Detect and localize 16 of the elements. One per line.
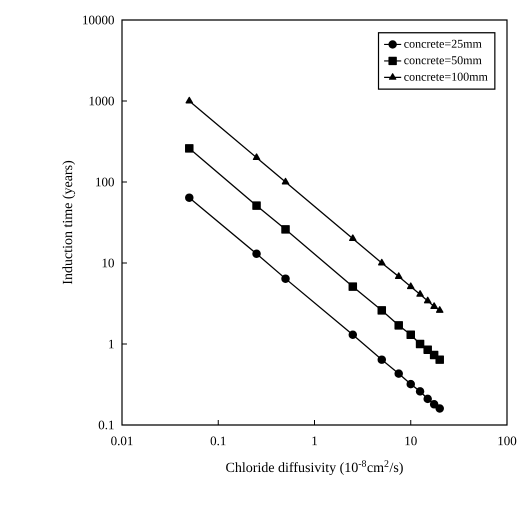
y-tick-label: 100	[96, 178, 114, 186]
x-tick-label: 0.1	[210, 436, 226, 446]
y-axis-title: Induction time (years)	[62, 160, 76, 284]
legend-label: concrete=100mm	[404, 72, 488, 81]
x-tick-label: 0.01	[111, 436, 133, 446]
x-tick-label: 10	[405, 436, 417, 446]
y-tick-label: 0.1	[98, 420, 114, 430]
y-tick-label: 1000	[90, 96, 114, 106]
y-tick-label: 10000	[83, 16, 114, 24]
y-tick-label: 1	[109, 340, 114, 348]
legend-label: concrete=50mm	[404, 56, 482, 64]
x-tick-label: 100	[498, 436, 516, 446]
x-axis-title: Chloride diffusivity (10$^{-8}$cm$^{2}$/s)	[226, 460, 403, 475]
y-tick-label: 10	[102, 258, 114, 268]
legend-label: concrete=25mm	[404, 40, 482, 48]
x-tick-label: 1	[312, 436, 317, 446]
